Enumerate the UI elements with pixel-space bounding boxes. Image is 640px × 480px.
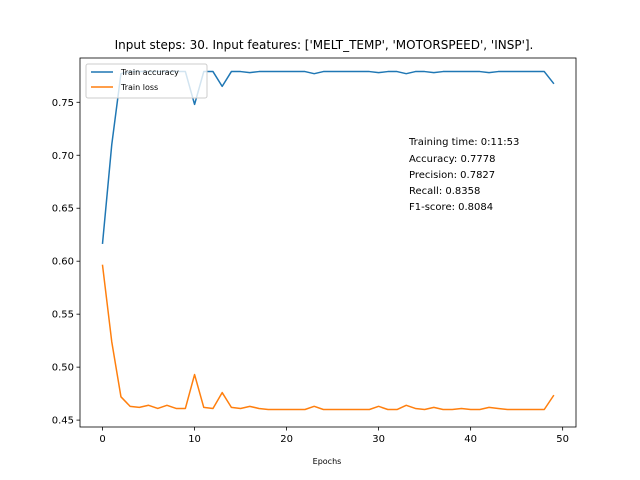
y-tick-label: 0.70 <box>52 151 74 162</box>
y-tick-label: 0.75 <box>52 98 74 109</box>
x-tick-label: 10 <box>188 434 201 445</box>
legend: Train accuracy Train loss <box>85 63 208 99</box>
y-tick-label: 0.55 <box>52 310 74 321</box>
legend-label-train-accuracy: Train accuracy <box>120 68 179 77</box>
x-tick-label: 50 <box>556 434 569 445</box>
x-axis-label: Epochs <box>313 457 342 466</box>
x-tick-label: 30 <box>372 434 385 445</box>
y-tick-label: 0.60 <box>52 257 74 268</box>
annotation-recall: Recall: 0.8358 <box>409 186 480 197</box>
annotation-f1-score: F1-score: 0.8084 <box>409 202 493 213</box>
annotation-precision: Precision: 0.7827 <box>409 170 495 181</box>
annotation-training-time: Training time: 0:11:53 <box>408 137 519 148</box>
x-tick-label: 40 <box>464 434 477 445</box>
y-tick-label: 0.65 <box>52 204 74 215</box>
x-tick-label: 20 <box>280 434 293 445</box>
series-line-train-loss <box>101 264 555 411</box>
y-tick-label: 0.50 <box>52 363 74 374</box>
chart-title: Input steps: 30. Input features: ['MELT_… <box>115 38 534 52</box>
legend-label-train-loss: Train loss <box>120 83 158 92</box>
annotation-accuracy: Accuracy: 0.7778 <box>409 154 495 165</box>
axes-frame <box>79 57 577 428</box>
metrics-annotation: Training time: 0:11:53 Accuracy: 0.7778 … <box>408 137 519 213</box>
y-tick-label: 0.45 <box>52 416 74 427</box>
x-tick-label: 0 <box>99 434 105 445</box>
legend-box <box>85 63 208 99</box>
